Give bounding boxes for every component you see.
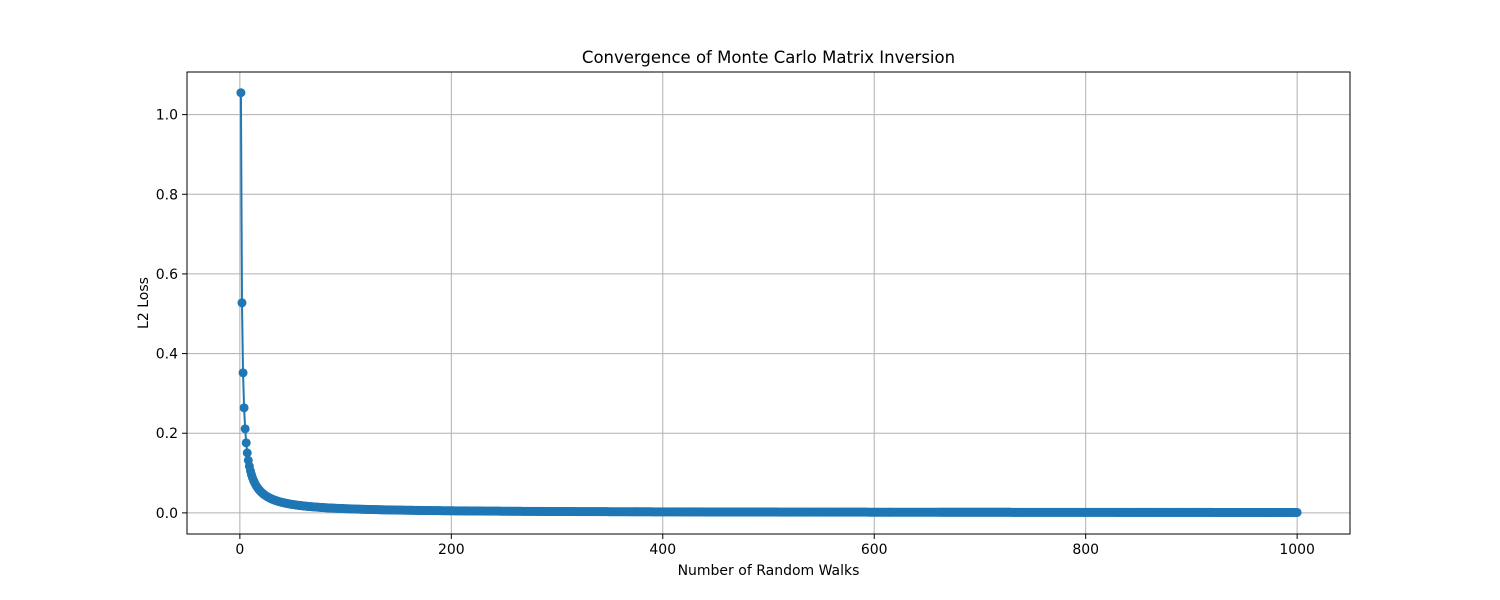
x-tick-label: 600 [861,542,888,558]
data-point [238,368,248,378]
data-point [241,438,251,448]
y-tick-label: 0.6 [156,267,178,283]
x-tick-label: 800 [1072,542,1099,558]
series-group [236,88,1302,517]
y-tick-label: 0.2 [156,426,178,442]
chart-title: Convergence of Monte Carlo Matrix Invers… [582,48,955,67]
y-tick-label: 0.0 [156,506,178,522]
data-point [240,424,250,434]
y-tick-label: 0.8 [156,187,178,203]
data-point [1292,507,1302,517]
data-point [237,298,247,308]
axis-ticks: 0 200 400 600 800 1000 0.0 0.2 0.4 0.6 0.8 1.0 [156,108,1315,558]
data-point [242,448,252,458]
y-axis-label: L2 Loss [136,277,152,329]
x-tick-label: 1000 [1279,542,1315,558]
series-markers [236,88,1302,517]
x-tick-label: 400 [649,542,676,558]
x-tick-label: 200 [438,542,465,558]
plot-frame [186,71,1351,535]
y-tick-label: 0.4 [156,347,178,363]
data-point [239,403,249,413]
y-tick-label: 1.0 [156,108,178,124]
data-point [236,88,246,98]
x-axis-label: Number of Random Walks [678,563,860,579]
x-tick-label: 0 [235,542,244,558]
